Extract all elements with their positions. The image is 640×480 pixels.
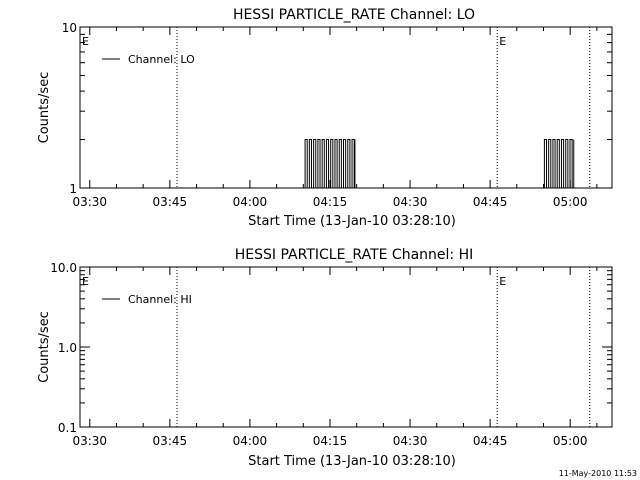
y-axis-label: Counts/sec	[37, 311, 52, 383]
x-tick-label: 04:15	[313, 434, 348, 448]
legend-label: Channel: HI	[128, 293, 192, 306]
x-tick-label: 04:30	[393, 434, 428, 448]
legend-label: Channel: LO	[128, 53, 195, 66]
y-axis-label: Counts/sec	[37, 72, 52, 144]
chart-panel-1: HESSI PARTICLE_RATE Channel: LO 03:30 03:4…	[37, 7, 613, 229]
x-axis-label: Start Time (13-Jan-10 03:28:10)	[248, 214, 456, 229]
x-tick-label: 03:45	[153, 195, 188, 209]
y-tick-label: 10	[62, 21, 77, 35]
event-marker-label: E	[82, 35, 89, 48]
x-tick-label: 03:30	[72, 434, 107, 448]
event-marker-label: E	[499, 35, 506, 48]
chart-title: HESSI PARTICLE_RATE Channel: HI	[235, 247, 473, 263]
x-tick-label: 04:45	[473, 434, 508, 448]
chart-panel-2: HESSI PARTICLE_RATE Channel: HI 03:30 03:4…	[37, 247, 613, 469]
y-tick-label: 10.0	[50, 261, 77, 275]
x-tick-label: 04:00	[233, 434, 268, 448]
x-tick-label: 03:45	[153, 434, 188, 448]
x-tick-label: 05:00	[553, 195, 588, 209]
chart-title: HESSI PARTICLE_RATE Channel: LO	[233, 7, 475, 23]
event-marker-label: E	[82, 275, 89, 288]
y-tick-label: 1	[69, 182, 77, 196]
footer-timestamp: 11-May-2010 11:53	[559, 469, 637, 478]
y-tick-label: 1.0	[58, 341, 77, 355]
x-tick-label: 04:00	[233, 195, 268, 209]
x-axis-label: Start Time (13-Jan-10 03:28:10)	[248, 454, 456, 469]
y-tick-label: 0.1	[58, 421, 77, 435]
x-tick-label: 04:30	[393, 195, 428, 209]
x-tick-label: 04:45	[473, 195, 508, 209]
series-line	[543, 139, 575, 189]
event-marker-label: E	[499, 275, 506, 288]
x-tick-label: 05:00	[553, 434, 588, 448]
series-line	[304, 139, 356, 189]
x-tick-label: 04:15	[313, 195, 348, 209]
x-tick-label: 03:30	[72, 195, 107, 209]
plot-frame	[79, 266, 613, 428]
